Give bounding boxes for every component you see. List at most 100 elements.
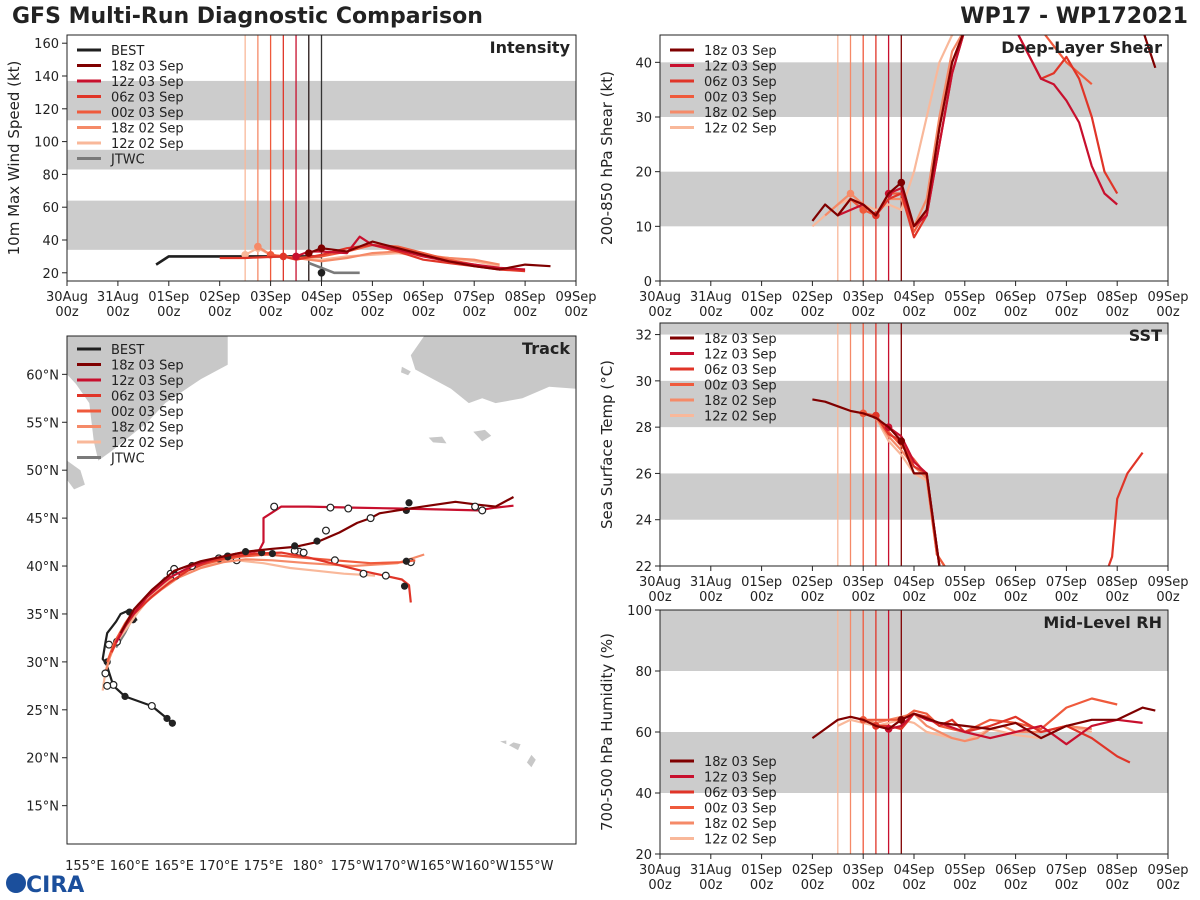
intensity-best-dot (317, 269, 326, 277)
track-y-tick-label: 60°N (26, 368, 59, 383)
rh-x-tick-label: 01Sep (741, 863, 782, 878)
track-frame (66, 335, 577, 845)
intensity-point-18z-02-sep (254, 242, 262, 251)
shear-x-tick-sublabel: 00z (750, 305, 774, 320)
sst-legend-label: 12z 03 Sep (704, 348, 777, 363)
rh-series (811, 697, 1156, 764)
intensity-x-tick-sublabel: 00z (564, 305, 588, 320)
sst-x-tick-label: 06Sep (995, 575, 1036, 590)
rh-x-tick-sublabel: 00z (852, 878, 876, 893)
shear-x-tick-sublabel: 00z (852, 305, 876, 320)
sst-x-tick-label: 04Sep (893, 575, 934, 590)
intensity-x-tick-sublabel: 00z (463, 305, 487, 320)
shear-y-tick-label: 0 (644, 275, 652, 290)
shear-y-tick-label: 20 (635, 166, 652, 181)
rh-legend-label: 18z 02 Sep (704, 817, 777, 832)
figure-title: GFS Multi-Run Diagnostic Comparison (12, 4, 483, 29)
track-point-filled (402, 557, 410, 565)
rh-x-tick-sublabel: 00z (648, 878, 672, 893)
track-title: Track (522, 339, 570, 358)
rh-legend-label: 12z 03 Sep (704, 771, 777, 786)
intensity-x-tick-sublabel: 00z (259, 305, 283, 320)
intensity-y-tick-label: 160 (34, 37, 59, 52)
shear-legend-label: 00z 03 Sep (704, 91, 777, 106)
shear-x-tick-sublabel: 00z (801, 305, 825, 320)
sst-x-tick-sublabel: 00z (953, 590, 977, 605)
rh-x-tick-label: 07Sep (1046, 863, 1087, 878)
intensity-x-tick-label: 02Sep (199, 290, 240, 305)
intensity-y-label: 10m Max Wind Speed (kt) (5, 61, 23, 256)
sst-band (660, 323, 1168, 335)
intensity-x-tick-sublabel: 00z (310, 305, 334, 320)
rh-x-tick-label: 06Sep (995, 863, 1036, 878)
track-legend-label: 18z 03 Sep (111, 359, 184, 374)
rh-title: Mid-Level RH (1043, 613, 1162, 632)
intensity-x-tick-label: 07Sep (454, 290, 495, 305)
intensity-y-tick-label: 140 (34, 70, 59, 85)
track-point-filled (268, 549, 276, 558)
rh-legend-label: 00z 03 Sep (704, 802, 777, 817)
track-point-open (326, 503, 335, 512)
alaska-landmass (410, 336, 576, 404)
intensity-x-tick-sublabel: 00z (157, 305, 181, 320)
track-legend-label: BEST (111, 343, 144, 358)
track-legend-label: 18z 02 Sep (111, 421, 184, 436)
sst-x-tick-sublabel: 00z (852, 590, 876, 605)
rh-y-label: 700-500 hPa Humidity (%) (598, 633, 616, 831)
track-line-12z-02-sep (101, 559, 376, 691)
intensity-point-12z-02-sep (241, 250, 249, 259)
intensity-x-tick-label: 06Sep (403, 290, 444, 305)
intensity-x-tick-label: 04Sep (301, 290, 342, 305)
rh-y-tick-label: 80 (635, 665, 652, 680)
intensity-x-axis: 30Aug00z31Aug00z01Sep00z02Sep00z03Sep00z… (46, 281, 597, 320)
rh-point-18z-03-sep (897, 716, 906, 724)
track-line-12z-03-sep (115, 504, 514, 644)
intensity-x-tick-label: 09Sep (555, 290, 596, 305)
sst-x-tick-label: 30Aug (639, 575, 681, 590)
sst-legend-label: 18z 03 Sep (704, 332, 777, 347)
sst-legend-label: 06z 03 Sep (704, 363, 777, 378)
sst-x-tick-label: 02Sep (792, 575, 833, 590)
track-point-open (321, 526, 330, 535)
kuril-islands (67, 460, 85, 490)
intensity-x-tick-sublabel: 00z (513, 305, 537, 320)
rh-legend-label: 06z 03 Sep (704, 786, 777, 801)
shear-point-00z-03-sep (859, 206, 867, 214)
track-point-open (147, 701, 156, 710)
track-y-tick-label: 40°N (26, 560, 59, 575)
track-x-tick-label: 165°W (420, 859, 464, 874)
rh-x-tick-label: 04Sep (893, 863, 934, 878)
sst-y-tick-label: 30 (635, 375, 652, 390)
sst-x-tick-sublabel: 00z (1055, 590, 1079, 605)
rh-x-tick-label: 31Aug (690, 863, 732, 878)
intensity-run-lines (244, 35, 323, 281)
sst-line-18z-03-sep (812, 398, 941, 566)
shear-legend-label: 18z 02 Sep (704, 106, 777, 121)
intensity-y-tick-label: 40 (42, 234, 59, 249)
shear-x-tick-label: 09Sep (1147, 290, 1188, 305)
shear-x-tick-label: 03Sep (843, 290, 884, 305)
intensity-line-12z-03-sep (295, 235, 526, 271)
rh-x-tick-label: 30Aug (639, 863, 681, 878)
shear-x-tick-label: 06Sep (995, 290, 1036, 305)
intensity-point-18z-03-sep (304, 249, 313, 257)
st-matthew-island (401, 366, 411, 376)
track-point-open (103, 681, 112, 690)
track-point-filled (121, 692, 129, 700)
intensity-title: Intensity (490, 38, 571, 57)
track-point-open (299, 548, 308, 557)
track-y-tick-label: 35°N (26, 608, 59, 623)
sst-x-tick-label: 05Sep (944, 575, 985, 590)
track-legend-label: JTWC (110, 452, 145, 467)
rh-x-tick-sublabel: 00z (750, 878, 774, 893)
intensity-line-18z-03-sep (308, 240, 551, 271)
track-line-best (101, 608, 174, 725)
cira-logo-text: CIRA (26, 873, 84, 898)
shear-y-label: 200-850 hPa Shear (kt) (598, 71, 616, 245)
intensity-x-tick-label: 05Sep (352, 290, 393, 305)
rh-y-tick-label: 60 (635, 726, 652, 741)
track-x-tick-label: 170°W (375, 859, 419, 874)
rh-x-tick-sublabel: 00z (1055, 878, 1079, 893)
sst-x-tick-sublabel: 00z (902, 590, 926, 605)
